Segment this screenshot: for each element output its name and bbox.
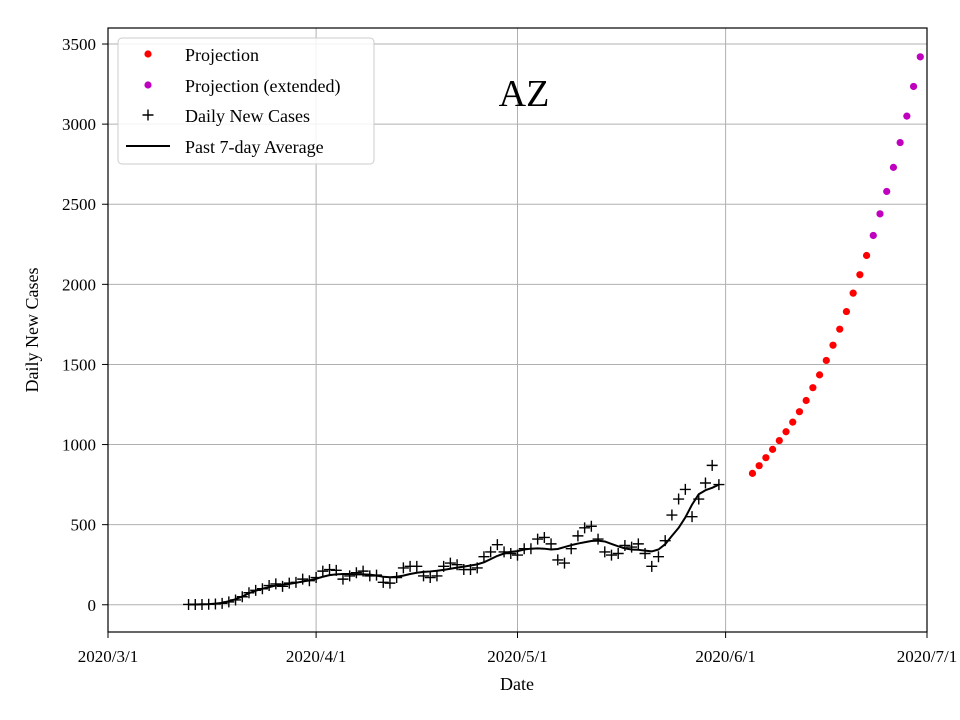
x-axis-label: Date — [500, 674, 534, 694]
projection-point — [809, 384, 817, 392]
legend-symbols — [126, 50, 170, 147]
daily-cases-point — [585, 520, 597, 532]
projection-extended-point — [876, 210, 884, 218]
daily-cases-point — [652, 551, 664, 563]
daily-cases-point — [485, 546, 497, 558]
y-tick-label: 1500 — [62, 355, 96, 374]
y-tick-label: 3500 — [62, 35, 96, 54]
daily-cases-point — [431, 570, 443, 582]
data-layer — [183, 53, 924, 610]
projection-point — [822, 356, 830, 365]
daily-cases-point — [424, 572, 436, 584]
daily-cases-point — [612, 547, 624, 559]
legend-projection-dot-icon — [144, 50, 152, 58]
y-tick-label: 3000 — [62, 115, 96, 134]
daily-cases-point — [538, 531, 550, 543]
daily-cases-point — [558, 557, 570, 569]
daily-cases-point — [699, 477, 711, 489]
projection-point — [768, 445, 777, 453]
daily-cases-point — [706, 459, 718, 471]
daily-cases-point — [324, 564, 336, 576]
x-tick-label: 2020/6/1 — [695, 647, 755, 666]
daily-cases-point — [599, 546, 611, 558]
daily-cases-point — [552, 554, 564, 566]
legend-box — [117, 37, 375, 165]
chart-title: AZ — [499, 73, 550, 115]
daily-cases-point — [411, 560, 423, 572]
projection-point — [829, 341, 837, 349]
grid-layer — [107, 28, 928, 632]
daily-cases-point — [632, 538, 644, 550]
x-tick-label: 2020/7/1 — [897, 647, 957, 666]
series-line-7day-average — [188, 483, 720, 606]
daily-cases-point — [545, 538, 557, 550]
y-tick-label: 2000 — [62, 275, 96, 294]
daily-cases-point — [337, 573, 349, 585]
daily-cases-point — [679, 483, 691, 495]
daily-cases-point — [350, 567, 362, 579]
daily-cases-point — [579, 522, 591, 534]
legend-label-daily-new-cases: Daily New Cases — [185, 106, 310, 126]
daily-cases-point — [572, 530, 584, 542]
y-tick-label: 500 — [71, 516, 97, 535]
projection-point — [802, 396, 810, 405]
daily-cases-point — [478, 551, 490, 563]
projection-point — [836, 325, 844, 333]
y-tick-label: 1000 — [62, 436, 96, 455]
axis-layer: 2020/3/1 2020/4/1 2020/5/1 2020/6/1 2020/7/1… — [62, 35, 957, 666]
daily-cases-point — [592, 533, 604, 545]
legend: Projection Projection (extended) Daily N… — [117, 37, 375, 165]
projection-extended-point — [916, 53, 924, 61]
projection-point — [862, 251, 871, 260]
projection-point — [849, 289, 857, 297]
legend-projection-extended-dot-icon — [144, 81, 152, 89]
y-tick-label: 2500 — [62, 195, 96, 214]
projection-extended-point — [909, 82, 918, 91]
x-tick-label: 2020/4/1 — [286, 647, 346, 666]
projection-point — [815, 371, 824, 379]
projection-point — [782, 428, 790, 436]
legend-label-projection: Projection — [185, 45, 259, 65]
projection-extended-point — [883, 187, 891, 196]
legend-label-projection-extended: Projection (extended) — [185, 76, 340, 97]
x-tick-label: 2020/3/1 — [78, 647, 138, 666]
daily-cases-point — [344, 570, 356, 582]
daily-cases-point — [626, 541, 638, 553]
daily-cases-point — [384, 577, 396, 589]
daily-cases-point — [317, 565, 329, 577]
projection-point — [842, 307, 851, 316]
y-axis-label: Daily New Cases — [22, 268, 42, 393]
projection-extended-point — [896, 138, 904, 147]
projection-point — [748, 469, 757, 477]
projection-extended-point — [903, 112, 911, 120]
daily-cases-point — [397, 562, 409, 574]
daily-cases-point — [666, 509, 678, 521]
daily-cases-point — [444, 557, 456, 569]
legend-label-7day-average: Past 7-day Average — [185, 137, 324, 157]
projection-point — [762, 454, 770, 462]
projection-point — [856, 271, 864, 279]
projection-point — [775, 436, 783, 445]
daily-cases-point — [270, 578, 282, 590]
y-tick-label: 0 — [88, 596, 97, 615]
daily-cases-point — [713, 479, 725, 491]
daily-cases-point — [673, 493, 685, 505]
daily-cases-point — [532, 533, 544, 545]
daily-cases-point — [605, 549, 617, 561]
daily-cases-point — [277, 580, 289, 592]
daily-cases-point — [491, 539, 503, 551]
projection-point — [789, 418, 797, 426]
daily-cases-point — [377, 576, 389, 588]
daily-cases-point — [686, 511, 698, 523]
x-tick-label: 2020/5/1 — [487, 647, 547, 666]
daily-cases-point — [297, 573, 309, 585]
daily-cases-point — [646, 560, 658, 572]
legend-plus-icon — [142, 109, 154, 121]
projection-point — [755, 462, 763, 470]
projection-extended-point — [869, 231, 877, 240]
projection-point — [795, 408, 804, 416]
projection-extended-point — [889, 163, 898, 171]
